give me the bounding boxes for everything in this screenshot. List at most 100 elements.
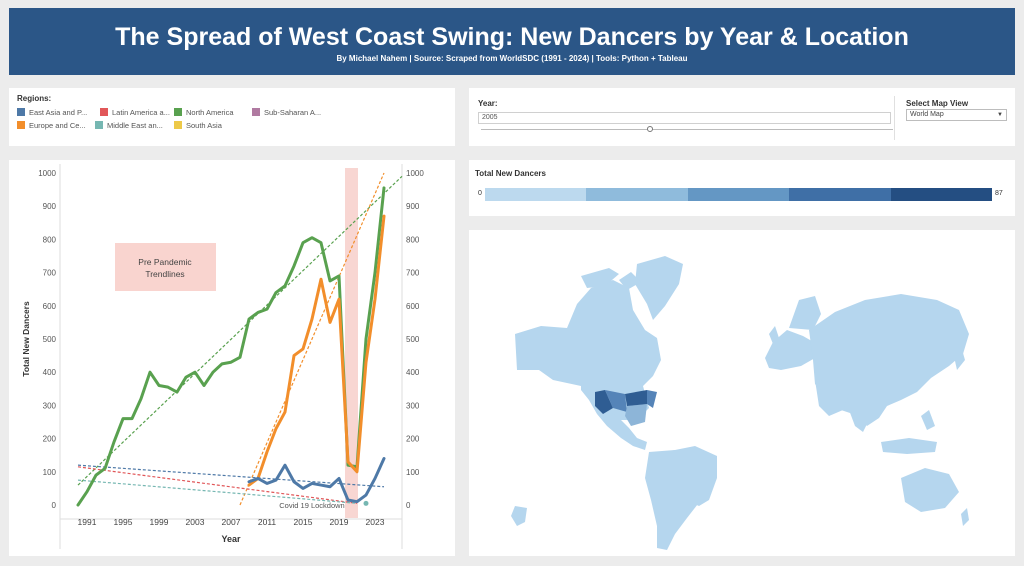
color-scale-step [485, 188, 587, 201]
legend-swatch [17, 121, 25, 129]
y-tick-label-left: 600 [43, 302, 57, 311]
trendline [77, 175, 403, 486]
map-greenland [635, 256, 683, 320]
y-tick-label-left: 1000 [38, 169, 56, 178]
legend-swatch [95, 121, 103, 129]
y-tick-label-left: 500 [43, 335, 57, 344]
y-tick-label-left: 200 [43, 435, 57, 444]
legend-label: Sub-Saharan A... [264, 108, 322, 117]
covid-lockdown-label: Covid 19 Lockdown [279, 501, 344, 510]
map-view-selected: World Map [910, 111, 944, 118]
map-india [849, 394, 873, 432]
y-tick-label-right: 200 [406, 435, 420, 444]
map-state-midwest [625, 390, 647, 406]
color-scale-step [789, 188, 891, 201]
color-scale-step [586, 188, 688, 201]
year-slider-track[interactable] [481, 129, 893, 130]
legend-item-east-asia[interactable]: East Asia and P... [17, 108, 87, 117]
color-scale-bar [485, 188, 993, 201]
legend-item-south-asia[interactable]: South Asia [174, 121, 222, 130]
legend-label: Europe and Ce... [29, 121, 86, 130]
color-scale-step [687, 188, 790, 201]
map-new-zealand [961, 508, 969, 526]
map-us-states[interactable] [595, 390, 657, 426]
y-tick-label-right: 0 [406, 501, 411, 510]
color-scale-max: 87 [995, 190, 1003, 197]
regions-legend-title: Regions: [17, 94, 52, 103]
map-australia [901, 468, 959, 512]
map-land [511, 256, 969, 550]
world-map[interactable] [469, 230, 1015, 556]
map-state-texas [625, 404, 647, 426]
y-tick-label-right: 300 [406, 401, 420, 410]
world-map-panel [469, 230, 1015, 556]
color-scale-step [890, 188, 993, 201]
map-arctic-islands [581, 268, 641, 290]
map-middle-east [815, 380, 849, 416]
x-tick-label: 2023 [366, 517, 385, 527]
y-tick-label-left: 300 [43, 401, 57, 410]
legend-swatch [174, 108, 182, 116]
line-chart-panel: 0 0 100 100 200 200 300 300 400 400 500 500 600 600 70… [9, 160, 455, 556]
regions-legend-panel: Regions: East Asia and P... Latin Americ… [9, 88, 455, 146]
legend-label: North America [186, 108, 234, 117]
map-state-california [595, 390, 613, 414]
map-asia [809, 294, 969, 426]
y-tick-label-right: 1000 [406, 169, 424, 178]
new-dancers-line-chart[interactable]: 0 0 100 100 200 200 300 300 400 400 500 500 600 600 70… [9, 160, 455, 556]
map-state-east [647, 390, 657, 408]
x-tick-label: 1995 [114, 517, 133, 527]
year-filter-label: Year: [478, 99, 498, 108]
map-north-america [515, 280, 661, 420]
pre-pandemic-label-line1: Pre Pandemic [138, 257, 192, 267]
y-tick-label-left: 400 [43, 368, 57, 377]
y-tick-label-right: 700 [406, 269, 420, 278]
map-uk [769, 326, 779, 344]
legend-item-latin-america[interactable]: Latin America a... [100, 108, 170, 117]
y-tick-label-left: 900 [43, 202, 57, 211]
total-new-dancers-panel: Total New Dancers 0 87 [469, 160, 1015, 216]
color-scale-min: 0 [478, 190, 482, 197]
legend-item-middle-east[interactable]: Middle East an... [95, 121, 163, 130]
x-tick-label: 2003 [186, 517, 205, 527]
dashboard-title: The Spread of West Coast Swing: New Danc… [115, 23, 909, 51]
series-line [76, 186, 386, 507]
y-tick-label-right: 100 [406, 468, 420, 477]
y-tick-label-right: 500 [406, 335, 420, 344]
y-tick-label-right: 800 [406, 235, 420, 244]
y-tick-label-left: 0 [52, 501, 57, 510]
map-south-tip [511, 506, 527, 526]
x-axis-label: Year [221, 534, 241, 544]
series-line [247, 457, 386, 504]
map-africa [665, 446, 717, 506]
total-new-dancers-title: Total New Dancers [475, 169, 546, 178]
dashboard-subtitle: By Michael Nahem | Source: Scraped from … [336, 54, 688, 63]
filters-panel: Year: 2005 Select Map View World Map ▼ [469, 88, 1015, 146]
pre-pandemic-label-line2: Trendlines [145, 269, 184, 279]
y-tick-label-right: 600 [406, 302, 420, 311]
y-tick-label-left: 700 [43, 269, 57, 278]
year-filter-input[interactable]: 2005 [478, 112, 891, 124]
year-slider-handle[interactable] [646, 126, 653, 132]
legend-item-europe[interactable]: Europe and Ce... [17, 121, 86, 130]
x-tick-label: 2011 [258, 517, 277, 527]
pre-pandemic-annotation-box [115, 243, 216, 291]
legend-swatch [17, 108, 25, 116]
map-view-dropdown[interactable]: World Map ▼ [906, 109, 1007, 121]
legend-swatch [174, 121, 182, 129]
legend-item-sub-saharan[interactable]: Sub-Saharan A... [252, 108, 321, 117]
legend-swatch [252, 108, 260, 116]
series-line [247, 214, 386, 487]
series-point [363, 500, 369, 506]
chevron-down-icon: ▼ [997, 112, 1003, 118]
legend-label: South Asia [186, 121, 222, 130]
legend-item-north-america[interactable]: North America [174, 108, 234, 117]
trendline [77, 466, 358, 504]
map-europe [765, 330, 817, 370]
x-tick-label: 2015 [294, 517, 313, 527]
legend-label: Middle East an... [107, 121, 163, 130]
y-tick-label-left: 100 [43, 468, 57, 477]
trendline [239, 172, 385, 506]
x-tick-label: 2019 [330, 517, 349, 527]
map-indonesia [881, 438, 937, 454]
